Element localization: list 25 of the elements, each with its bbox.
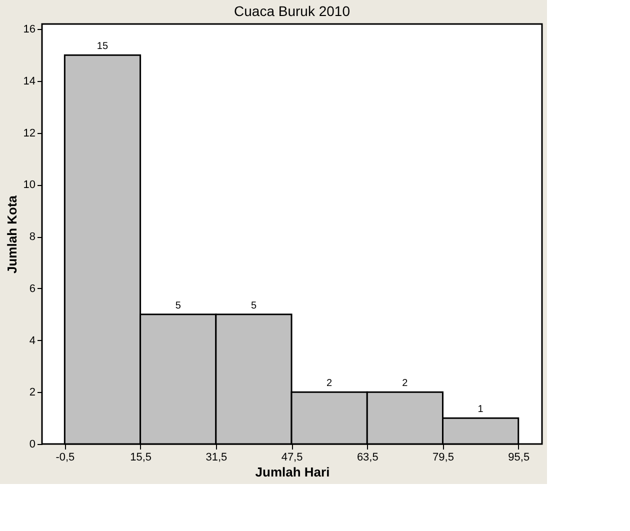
data-label: 2 — [402, 378, 408, 390]
y-tick-label: 6 — [29, 282, 36, 295]
x-axis-title: Jumlah Hari — [255, 464, 330, 480]
y-axis-title: Jumlah Kota — [4, 194, 20, 274]
x-tick-label: 95,5 — [508, 452, 530, 464]
data-label: 5 — [250, 300, 257, 312]
y-tick-label: 16 — [23, 24, 36, 36]
y-tick-label: 14 — [23, 76, 36, 88]
y-tick-label: 0 — [29, 438, 36, 450]
y-tick-label: 10 — [23, 179, 36, 192]
y-tick-label: 4 — [29, 334, 36, 347]
x-tick-label: 63,5 — [356, 452, 378, 464]
y-tick-label: 2 — [29, 386, 36, 399]
x-tick-label: 31,5 — [206, 452, 228, 464]
data-label: 15 — [96, 41, 108, 52]
x-tick-label: -0,5 — [56, 452, 75, 464]
data-label: 2 — [326, 378, 333, 390]
data-label: 5 — [175, 300, 182, 312]
chart-title: Cuaca Buruk 2010 — [234, 3, 350, 20]
x-tick-label: 47,5 — [281, 452, 303, 464]
x-tick-label: 79,5 — [432, 452, 454, 464]
y-tick-label: 12 — [23, 127, 36, 140]
data-label: 1 — [478, 404, 484, 416]
y-tick-label: 8 — [29, 231, 36, 244]
x-tick-label: 15,5 — [130, 452, 152, 464]
